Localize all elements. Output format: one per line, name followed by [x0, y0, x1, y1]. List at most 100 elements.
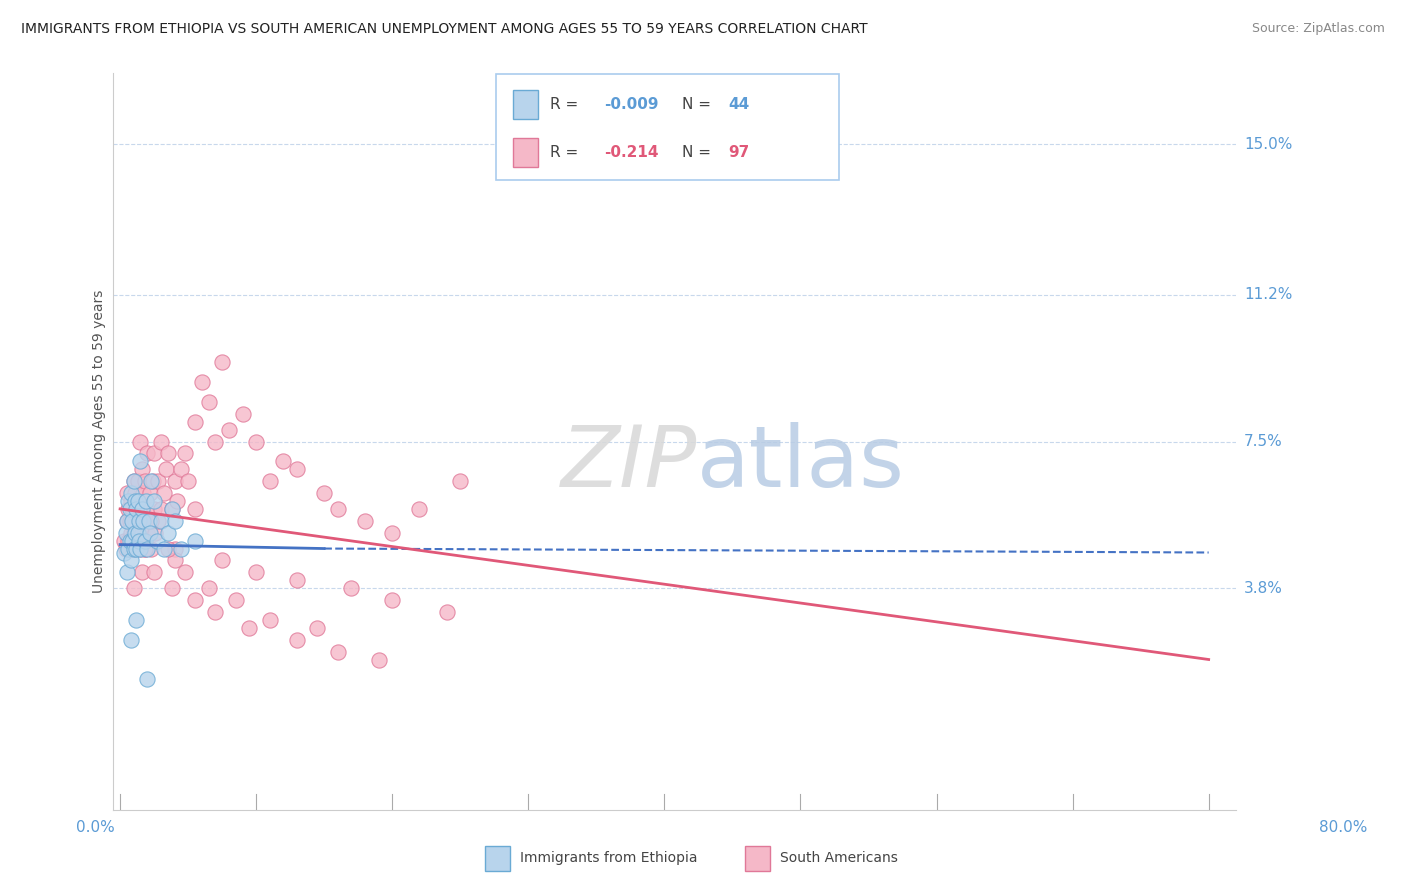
- Point: [122, 474, 145, 488]
- Point: [141, 474, 163, 488]
- Point: [129, 434, 152, 449]
- Point: [129, 541, 152, 556]
- Point: [139, 525, 162, 540]
- Point: [136, 525, 159, 540]
- Text: -0.009: -0.009: [605, 97, 659, 112]
- Point: [117, 541, 139, 556]
- Point: [125, 613, 148, 627]
- Point: [148, 474, 170, 488]
- Point: [128, 514, 150, 528]
- Text: 44: 44: [728, 97, 749, 112]
- Point: [259, 474, 281, 488]
- Point: [121, 541, 143, 556]
- Point: [367, 652, 389, 666]
- Point: [121, 533, 143, 548]
- Point: [128, 514, 150, 528]
- Text: 7.5%: 7.5%: [1244, 434, 1282, 449]
- Point: [120, 632, 142, 647]
- Point: [238, 621, 260, 635]
- Point: [132, 486, 155, 500]
- Point: [149, 502, 172, 516]
- Point: [131, 462, 153, 476]
- Point: [211, 355, 233, 369]
- Point: [326, 502, 349, 516]
- Point: [134, 541, 156, 556]
- Text: IMMIGRANTS FROM ETHIOPIA VS SOUTH AMERICAN UNEMPLOYMENT AMONG AGES 55 TO 59 YEAR: IMMIGRANTS FROM ETHIOPIA VS SOUTH AMERIC…: [21, 22, 868, 37]
- Point: [115, 514, 138, 528]
- Point: [177, 474, 200, 488]
- Point: [118, 541, 141, 556]
- Point: [197, 581, 219, 595]
- Point: [141, 514, 163, 528]
- Point: [145, 525, 167, 540]
- Point: [218, 423, 240, 437]
- Point: [259, 613, 281, 627]
- Point: [143, 494, 166, 508]
- Point: [118, 502, 141, 516]
- Point: [245, 434, 267, 449]
- Point: [163, 514, 186, 528]
- Point: [138, 514, 160, 528]
- Text: 80.0%: 80.0%: [1319, 821, 1367, 835]
- Point: [381, 525, 404, 540]
- Point: [127, 494, 149, 508]
- Point: [170, 541, 193, 556]
- Point: [285, 573, 308, 587]
- Point: [436, 605, 458, 619]
- Point: [114, 525, 136, 540]
- Point: [160, 581, 183, 595]
- Point: [408, 502, 430, 516]
- Point: [135, 502, 157, 516]
- Point: [139, 486, 162, 500]
- Point: [156, 446, 179, 460]
- Text: -0.214: -0.214: [605, 145, 659, 161]
- Point: [163, 474, 186, 488]
- Point: [121, 514, 143, 528]
- Point: [148, 514, 170, 528]
- Point: [174, 566, 197, 580]
- Point: [142, 474, 165, 488]
- Point: [184, 533, 207, 548]
- Point: [149, 514, 172, 528]
- Point: [146, 533, 169, 548]
- Point: [354, 514, 377, 528]
- Point: [273, 454, 295, 468]
- Point: [121, 502, 143, 516]
- Point: [326, 644, 349, 658]
- Point: [211, 553, 233, 567]
- Point: [122, 541, 145, 556]
- Point: [120, 525, 142, 540]
- Point: [163, 553, 186, 567]
- Point: [127, 525, 149, 540]
- Point: [156, 541, 179, 556]
- Point: [166, 494, 188, 508]
- Point: [135, 494, 157, 508]
- Point: [120, 553, 142, 567]
- Point: [134, 541, 156, 556]
- Point: [134, 474, 156, 488]
- Point: [120, 486, 142, 500]
- Point: [156, 525, 179, 540]
- Point: [118, 533, 141, 548]
- Point: [155, 462, 177, 476]
- Point: [204, 434, 226, 449]
- Point: [184, 593, 207, 607]
- Text: 15.0%: 15.0%: [1244, 136, 1292, 152]
- Point: [124, 525, 146, 540]
- Point: [115, 486, 138, 500]
- Point: [138, 514, 160, 528]
- Point: [381, 593, 404, 607]
- Text: 97: 97: [728, 145, 749, 161]
- Point: [132, 514, 155, 528]
- Point: [112, 533, 135, 548]
- Point: [125, 502, 148, 516]
- Point: [127, 474, 149, 488]
- Point: [245, 566, 267, 580]
- Text: South Americans: South Americans: [780, 851, 898, 865]
- Point: [152, 541, 174, 556]
- Point: [143, 446, 166, 460]
- Point: [124, 514, 146, 528]
- Text: 0.0%: 0.0%: [76, 821, 115, 835]
- Point: [160, 502, 183, 516]
- Point: [232, 407, 254, 421]
